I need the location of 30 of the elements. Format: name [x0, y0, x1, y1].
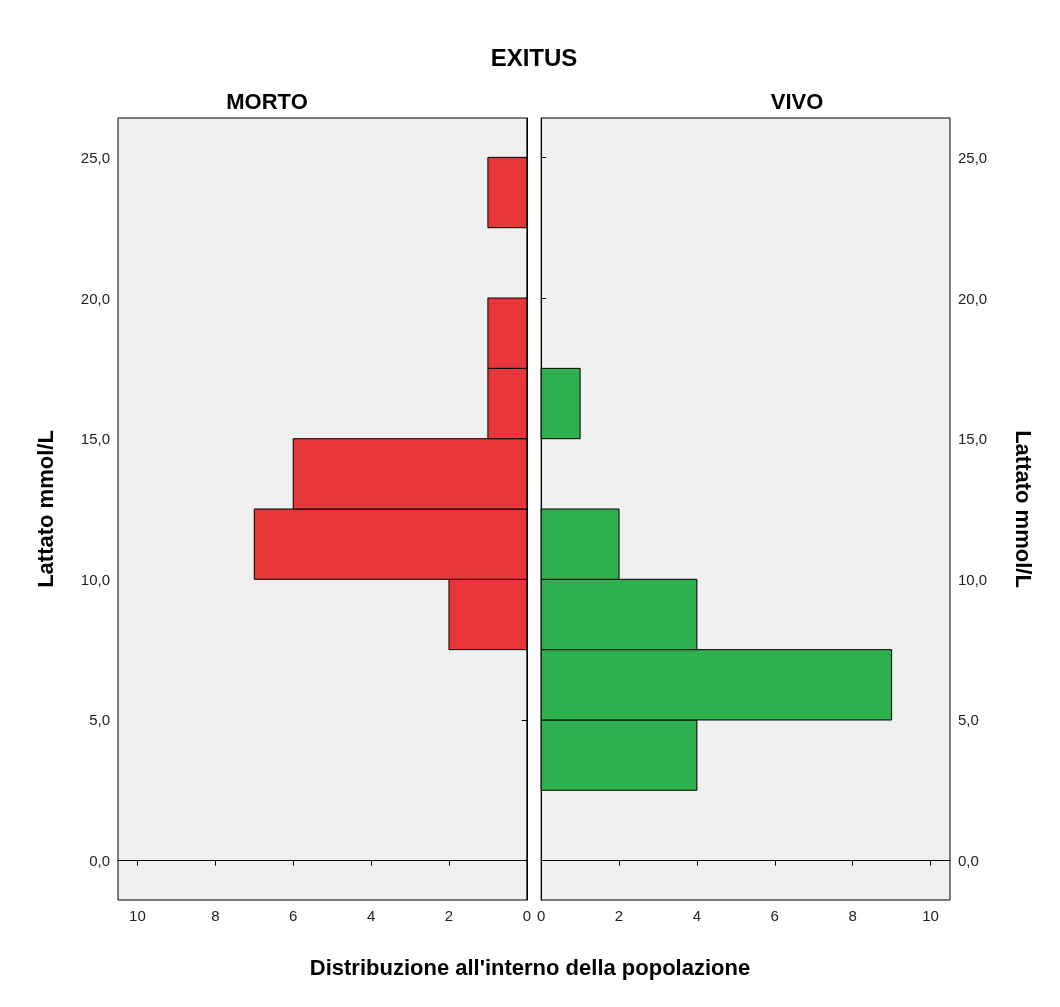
y-axis-title: Lattato mmol/L	[1010, 430, 1036, 588]
x-tick-label: 0	[537, 907, 546, 924]
y-tick-label: 20,0	[80, 289, 110, 307]
y-tick-label: 10,0	[80, 570, 110, 588]
y-tick-label: 20,0	[958, 289, 988, 307]
y-tick-label: 0,0	[958, 852, 979, 870]
chart-subtitle: VIVO	[770, 88, 824, 114]
x-tick-label: 10	[922, 907, 939, 924]
x-tick-label: 2	[444, 907, 454, 924]
x-tick-label: 8	[211, 907, 220, 924]
y-tick-label: 25,0	[958, 148, 988, 166]
y-tick-label: 0,0	[89, 852, 110, 870]
chart-title: EXITUS	[489, 44, 579, 72]
x-tick-label: 10	[129, 907, 146, 924]
x-tick-label: 6	[770, 907, 779, 924]
x-axis-title: Distribuzione all'interno della popolazione	[308, 955, 752, 981]
x-tick-label: 4	[366, 907, 376, 924]
x-tick-label: 8	[848, 907, 857, 924]
y-tick-label: 5,0	[89, 711, 110, 729]
y-tick-label: 5,0	[958, 711, 979, 729]
y-tick-label: 15,0	[958, 430, 988, 448]
y-tick-label: 15,0	[80, 430, 110, 448]
y-tick-label: 25,0	[80, 148, 110, 166]
chart-subtitle: MORTO	[226, 88, 308, 114]
x-tick-label: 2	[614, 907, 624, 924]
x-tick-label: 0	[522, 907, 531, 924]
y-tick-label: 10,0	[958, 570, 988, 588]
x-tick-label: 6	[289, 907, 298, 924]
x-tick-label: 4	[692, 907, 702, 924]
y-axis-title: Lattato mmol/L	[32, 430, 58, 588]
